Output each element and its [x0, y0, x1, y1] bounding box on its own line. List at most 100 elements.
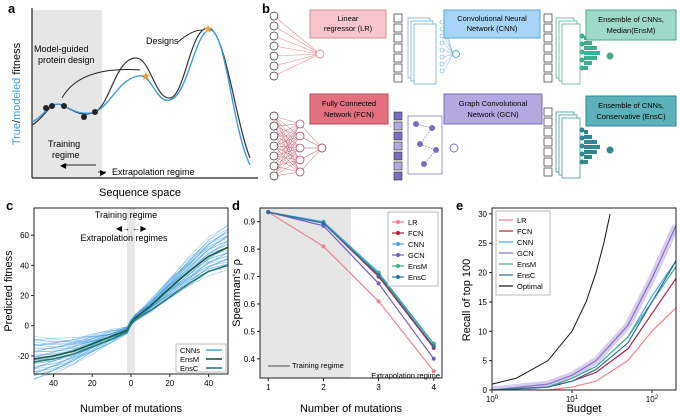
ensc-histogram-bar [584, 155, 592, 159]
cnn-input-cell [393, 13, 403, 23]
extrapolation-arrowhead: ▶ [100, 168, 107, 177]
legend-lr: LR [408, 218, 418, 227]
guided-label-1: Model-guided [34, 44, 89, 54]
x-tick-label: 100 [486, 395, 499, 404]
design-star: ★ [141, 69, 152, 83]
x-tick-label: 0 [129, 379, 134, 388]
y-tick-label: 0.7 [244, 273, 256, 282]
x-tick-label: 20 [88, 379, 97, 388]
legend-lr: LR [517, 216, 527, 225]
ensc-line [492, 260, 676, 390]
training-region-shade [127, 208, 135, 374]
gcn-graph-edge [415, 123, 437, 165]
fcn-label-2: Network (FCN) [324, 110, 375, 119]
y-tick-label: -20 [17, 352, 29, 361]
y-tick-label: 0.5 [244, 327, 256, 336]
legend-cnns: CNNs [180, 346, 200, 355]
fcn-label-1: Fully Connected [322, 99, 376, 108]
lr-input-node [269, 31, 279, 41]
fcn-edge [273, 135, 301, 161]
panel-e-xlabel: Budget [567, 403, 602, 415]
y-tick-label: 25 [478, 239, 487, 248]
panel-d: d 1 2 3 4 0.4 0.5 0.6 0.7 0.8 0.9 LR FCN CNN GCN EnsM… [231, 198, 443, 415]
y-tick-label: 30 [478, 210, 487, 219]
fcn-input-node [269, 141, 279, 151]
spearman-lines [266, 210, 436, 374]
fcn-edge [273, 135, 301, 177]
panel-c-ylabel: Predicted fitness [3, 250, 15, 332]
gcn-input-cell [393, 171, 403, 181]
fcn-edge [273, 159, 301, 167]
ensc-label-2: Conservative (EnsC) [596, 112, 666, 121]
y-tick-label: 0.4 [244, 355, 256, 364]
lr-edge [273, 15, 321, 55]
ensc-ensemble-node [579, 135, 585, 141]
cnn-network-diagram [393, 13, 460, 85]
y-tick-label: 0 [25, 322, 30, 331]
legend-fcn: FCN [517, 227, 532, 236]
legend-fcn-marker [396, 231, 400, 235]
ensc-ensemble-node [579, 159, 585, 165]
ensc-histogram-bar [584, 140, 597, 144]
c-training-label: Training regime [95, 210, 157, 220]
cnn-label-1: Convolutional Neural [457, 14, 527, 23]
ensc-box [585, 95, 677, 127]
lr-output-node [315, 49, 325, 59]
fcn-edge [273, 125, 301, 137]
gcn-line [492, 225, 676, 390]
ensm-input-cell [543, 53, 553, 63]
panel-c: c 40 20 0 20 40 -20 0 20 40 60 Training regime Ex… [3, 198, 229, 415]
lr-input-node [269, 21, 279, 31]
legend-gcn-marker [396, 253, 400, 257]
lr-input-node [269, 41, 279, 51]
panel-e-letter: e [456, 198, 463, 213]
legend-optimal: Optimal [517, 282, 543, 291]
optimal-line [492, 213, 611, 385]
d-legend-box [387, 211, 439, 287]
lr-point [431, 369, 436, 374]
training-arrowhead: ◀ [60, 161, 67, 170]
cnn-input-cell [393, 43, 403, 53]
panel-a-xlabel: Sequence space [99, 187, 181, 199]
panel-a-ylabel: True/modeled fitness [11, 42, 23, 145]
ensm-input-cell [543, 63, 553, 73]
cnn-edge [443, 35, 454, 55]
legend-ensc-marker [396, 275, 400, 279]
panel-b-letter: b [262, 1, 270, 16]
ensc-point [266, 210, 271, 215]
y-tick-label: 0.9 [244, 218, 256, 227]
cnn-output-node [452, 50, 460, 58]
legend-gcn: GCN [517, 249, 534, 258]
legend-fcn: FCN [408, 229, 423, 238]
panel-d-xlabel: Number of mutations [300, 403, 403, 415]
gcn-output-node [449, 143, 459, 153]
ensm-histogram-bar [584, 61, 592, 65]
cnn-hidden-node [439, 33, 445, 39]
ensc-filter-layer [561, 117, 581, 179]
ensc-input-cell [543, 167, 553, 177]
gcn-point [376, 281, 381, 286]
ensm-filter-layer [561, 23, 581, 85]
ensc-point [431, 344, 436, 349]
ensm-ensemble-node [579, 33, 585, 39]
ensm-input-cell [543, 23, 553, 33]
lr-edge [273, 25, 321, 55]
ensc-histogram-bar [584, 150, 597, 154]
ensm-label-1: Ensemble of CNNs, [598, 15, 664, 24]
ensc-histogram-bar [584, 145, 600, 149]
y-tick-label: 15 [478, 298, 487, 307]
cnn-box [443, 9, 541, 39]
fcn-input-node [269, 151, 279, 161]
gcn-box [443, 93, 543, 125]
fcn-edge [273, 125, 301, 149]
x-tick-exponent: 0 [495, 395, 499, 401]
fcn-edge [273, 147, 301, 157]
cnn-hidden-node [439, 19, 445, 25]
c-arrows: ◀→ ←▶ [116, 224, 147, 233]
fcn-edge [273, 125, 301, 173]
cnn-hidden-node [439, 61, 445, 67]
ensm-box [585, 9, 677, 41]
x-tick-label: 101 [566, 395, 579, 404]
cnn-input-cell [393, 53, 403, 63]
